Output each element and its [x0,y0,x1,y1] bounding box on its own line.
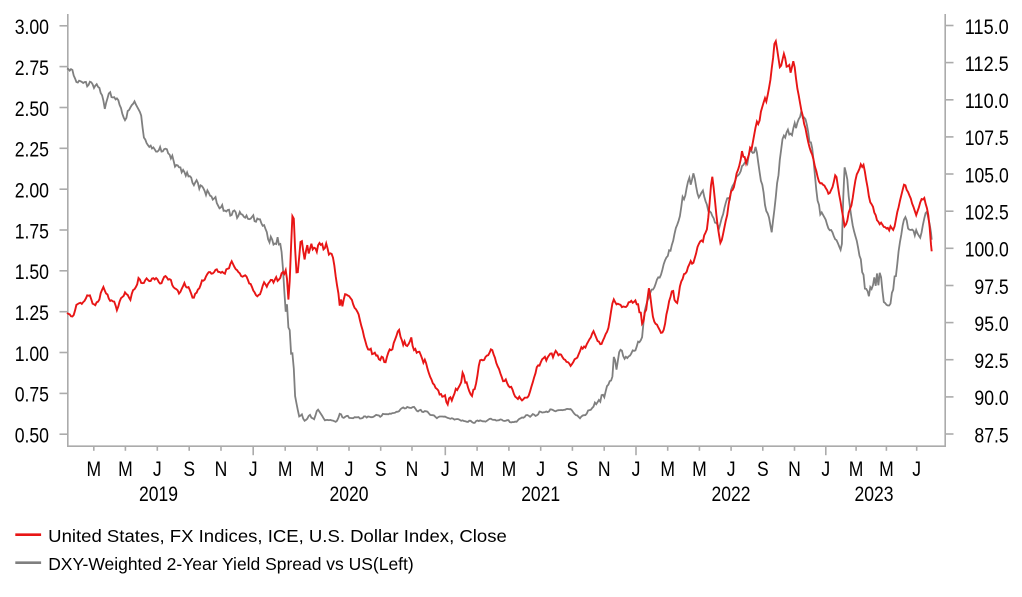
svg-text:S: S [567,457,579,481]
svg-text:M: M [87,457,102,481]
svg-text:2019: 2019 [139,482,178,506]
svg-text:S: S [375,457,387,481]
svg-text:N: N [598,457,611,481]
svg-text:S: S [183,457,195,481]
svg-text:97.5: 97.5 [974,275,1008,299]
svg-text:87.5: 87.5 [974,423,1008,447]
svg-text:1.00: 1.00 [15,342,49,366]
svg-text:M: M [310,457,325,481]
svg-text:2020: 2020 [330,482,369,506]
svg-text:95.0: 95.0 [974,312,1008,336]
svg-text:S: S [757,457,769,481]
svg-text:N: N [788,457,801,481]
svg-text:J: J [536,457,545,481]
svg-text:102.5: 102.5 [965,201,1009,225]
svg-text:0.50: 0.50 [15,424,49,448]
svg-text:M: M [470,457,485,481]
svg-text:0.75: 0.75 [15,383,49,407]
svg-text:2.25: 2.25 [15,138,49,162]
svg-text:M: M [849,457,864,481]
svg-text:107.5: 107.5 [965,126,1009,150]
svg-text:United States, FX Indices, ICE: United States, FX Indices, ICE, U.S. Dol… [48,526,507,546]
svg-text:M: M [660,457,675,481]
svg-text:J: J [153,457,162,481]
svg-text:M: M [502,457,517,481]
svg-text:J: J [441,457,450,481]
svg-text:115.0: 115.0 [965,15,1009,39]
svg-text:M: M [692,457,707,481]
svg-text:M: M [879,457,894,481]
svg-text:2.50: 2.50 [15,97,49,121]
svg-text:1.50: 1.50 [15,260,49,284]
svg-text:2.00: 2.00 [15,179,49,203]
svg-text:90.0: 90.0 [974,386,1008,410]
svg-text:N: N [215,457,228,481]
svg-text:1.75: 1.75 [15,219,49,243]
svg-text:N: N [406,457,419,481]
svg-text:J: J [727,457,736,481]
svg-text:92.5: 92.5 [974,349,1008,373]
svg-text:M: M [278,457,293,481]
svg-text:112.5: 112.5 [965,52,1009,76]
svg-text:M: M [118,457,133,481]
svg-text:J: J [912,457,921,481]
svg-text:2021: 2021 [521,482,560,506]
svg-text:110.0: 110.0 [965,89,1009,113]
svg-text:2022: 2022 [712,482,751,506]
svg-text:J: J [345,457,354,481]
svg-text:105.0: 105.0 [965,163,1009,187]
svg-text:J: J [632,457,641,481]
svg-text:1.25: 1.25 [15,301,49,325]
svg-text:J: J [249,457,258,481]
svg-text:DXY-Weighted 2-Year Yield Spre: DXY-Weighted 2-Year Yield Spread vs US(L… [48,554,414,574]
svg-text:2.75: 2.75 [15,56,49,80]
svg-text:J: J [821,457,830,481]
svg-text:3.00: 3.00 [15,15,49,39]
svg-text:2023: 2023 [855,482,894,506]
svg-text:100.0: 100.0 [965,238,1009,262]
